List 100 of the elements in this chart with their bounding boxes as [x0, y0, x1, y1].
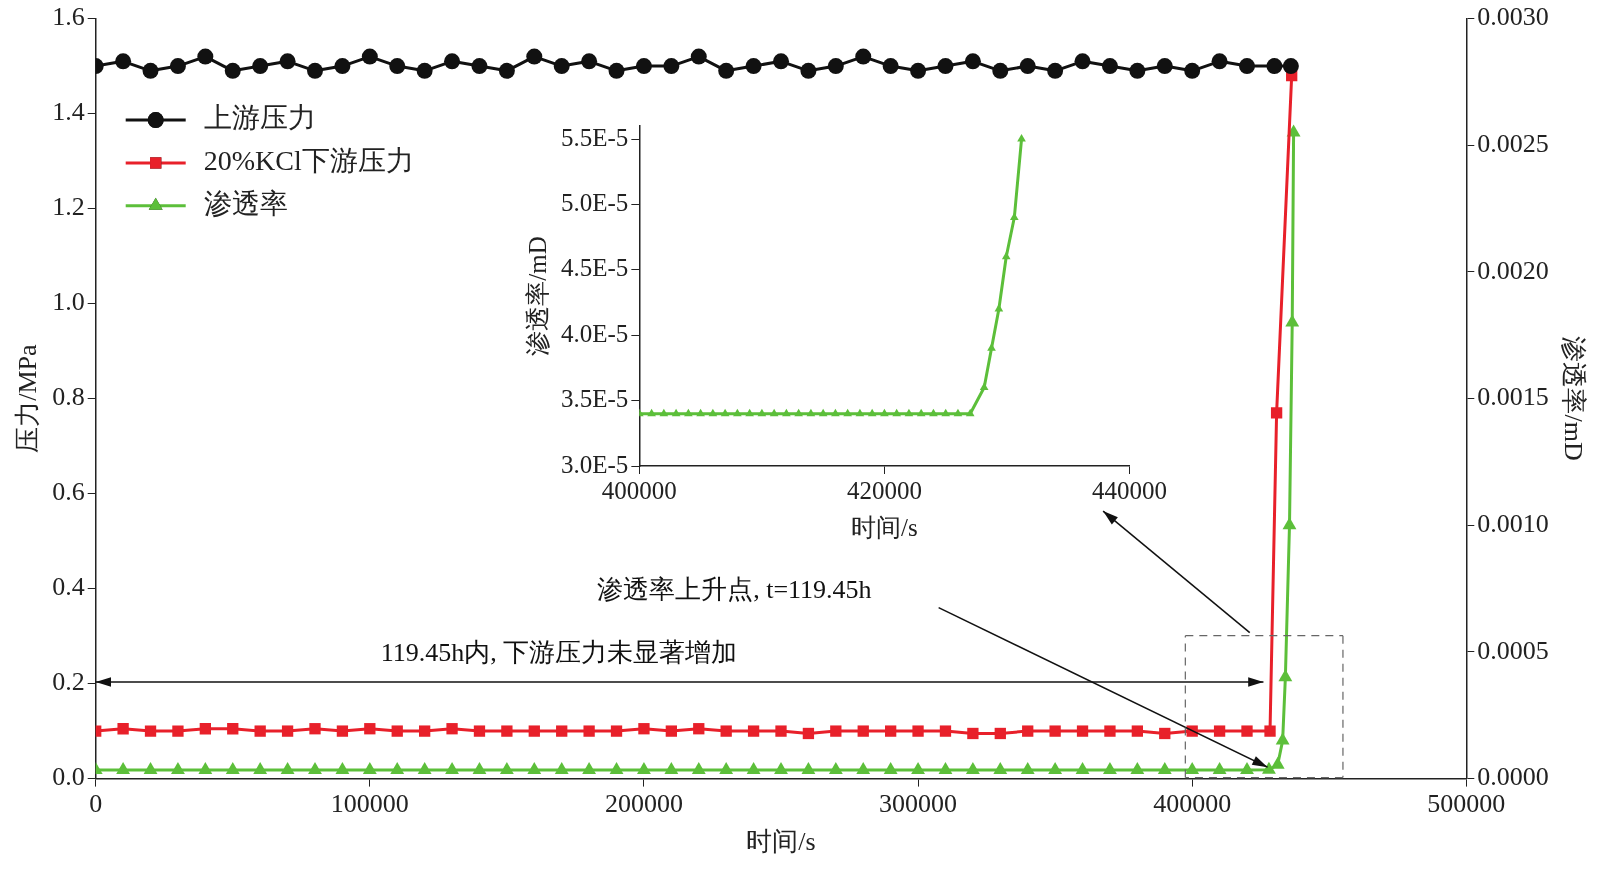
point: [904, 408, 914, 417]
point: [953, 408, 963, 417]
point: [554, 761, 569, 774]
point: [1022, 725, 1034, 737]
point: [937, 58, 954, 75]
point: [696, 408, 705, 417]
point: [882, 58, 899, 75]
point: [880, 408, 889, 417]
point: [733, 408, 742, 417]
point: [910, 62, 927, 79]
point: [774, 761, 788, 774]
point: [867, 408, 877, 417]
point: [684, 408, 693, 417]
point: [1049, 725, 1061, 737]
point: [1266, 58, 1283, 75]
point: [857, 725, 869, 737]
y-tick-label: 3.0E-5: [560, 450, 629, 478]
point: [1076, 725, 1089, 737]
point: [281, 725, 294, 737]
point: [364, 723, 376, 735]
point: [831, 408, 840, 417]
point: [773, 53, 789, 70]
point: [1262, 761, 1276, 774]
point: [115, 53, 132, 70]
point: [172, 725, 184, 737]
point: [637, 761, 651, 774]
point: [171, 761, 185, 774]
point: [782, 408, 791, 417]
point: [1212, 761, 1227, 774]
point: [1130, 761, 1145, 774]
y2-tick-label: 0.0025: [1477, 129, 1549, 159]
point: [581, 53, 598, 70]
point: [855, 48, 872, 65]
point: [608, 62, 625, 79]
point: [471, 58, 488, 75]
point: [1213, 725, 1226, 737]
x-tick-label: 0: [89, 789, 103, 819]
point: [1159, 727, 1171, 740]
point: [1282, 58, 1299, 75]
point: [967, 727, 979, 740]
point: [912, 725, 924, 737]
point: [818, 408, 828, 417]
point: [1282, 517, 1297, 530]
point: [747, 725, 760, 737]
point: [843, 408, 852, 417]
point: [417, 761, 432, 774]
point: [929, 408, 938, 417]
point: [1020, 761, 1035, 774]
point: [916, 408, 926, 417]
y-tick-label: 1.6: [52, 2, 85, 32]
point: [965, 761, 980, 774]
x-tick-label: 420000: [846, 476, 922, 504]
point: [362, 761, 377, 774]
point: [1157, 761, 1172, 774]
point: [671, 408, 681, 417]
point: [116, 761, 131, 774]
y-tick-label: 1.2: [52, 192, 85, 222]
point: [1241, 725, 1253, 737]
point: [992, 62, 1009, 79]
point: [690, 48, 707, 65]
point: [800, 62, 817, 79]
point: [746, 761, 761, 774]
point: [965, 408, 975, 417]
annotation: 渗透率上升点, t=119.45h: [597, 575, 872, 605]
point: [708, 408, 718, 417]
y2-tick-label: 0.0015: [1477, 382, 1549, 412]
legend-label: 上游压力: [203, 102, 316, 134]
y2-tick-label: 0.0030: [1477, 2, 1549, 32]
point: [253, 761, 268, 774]
y-tick-label: 1.4: [52, 97, 85, 127]
point: [224, 62, 241, 79]
x-axis-title: 时间/s: [746, 827, 816, 857]
point: [856, 761, 871, 774]
point: [1019, 58, 1036, 75]
y2-tick-label: 0.0005: [1477, 635, 1549, 665]
point: [775, 725, 787, 737]
point: [1185, 761, 1200, 774]
point: [336, 725, 349, 737]
point: [1101, 58, 1118, 75]
y-tick-label: 1.0: [52, 287, 85, 317]
point: [994, 304, 1004, 312]
point: [855, 408, 865, 417]
point: [659, 408, 669, 417]
point: [802, 727, 815, 740]
point: [745, 408, 754, 417]
point: [806, 408, 816, 417]
point: [665, 725, 678, 737]
point: [446, 723, 458, 735]
point: [1103, 761, 1117, 774]
y-tick-label: 5.0E-5: [560, 189, 629, 217]
point: [390, 761, 405, 774]
point: [720, 408, 730, 417]
point: [911, 761, 925, 774]
point: [691, 761, 706, 774]
point: [994, 727, 1006, 740]
point: [418, 725, 431, 737]
point: [1009, 212, 1019, 221]
point: [1239, 58, 1255, 75]
point: [143, 761, 158, 774]
point: [254, 725, 266, 737]
